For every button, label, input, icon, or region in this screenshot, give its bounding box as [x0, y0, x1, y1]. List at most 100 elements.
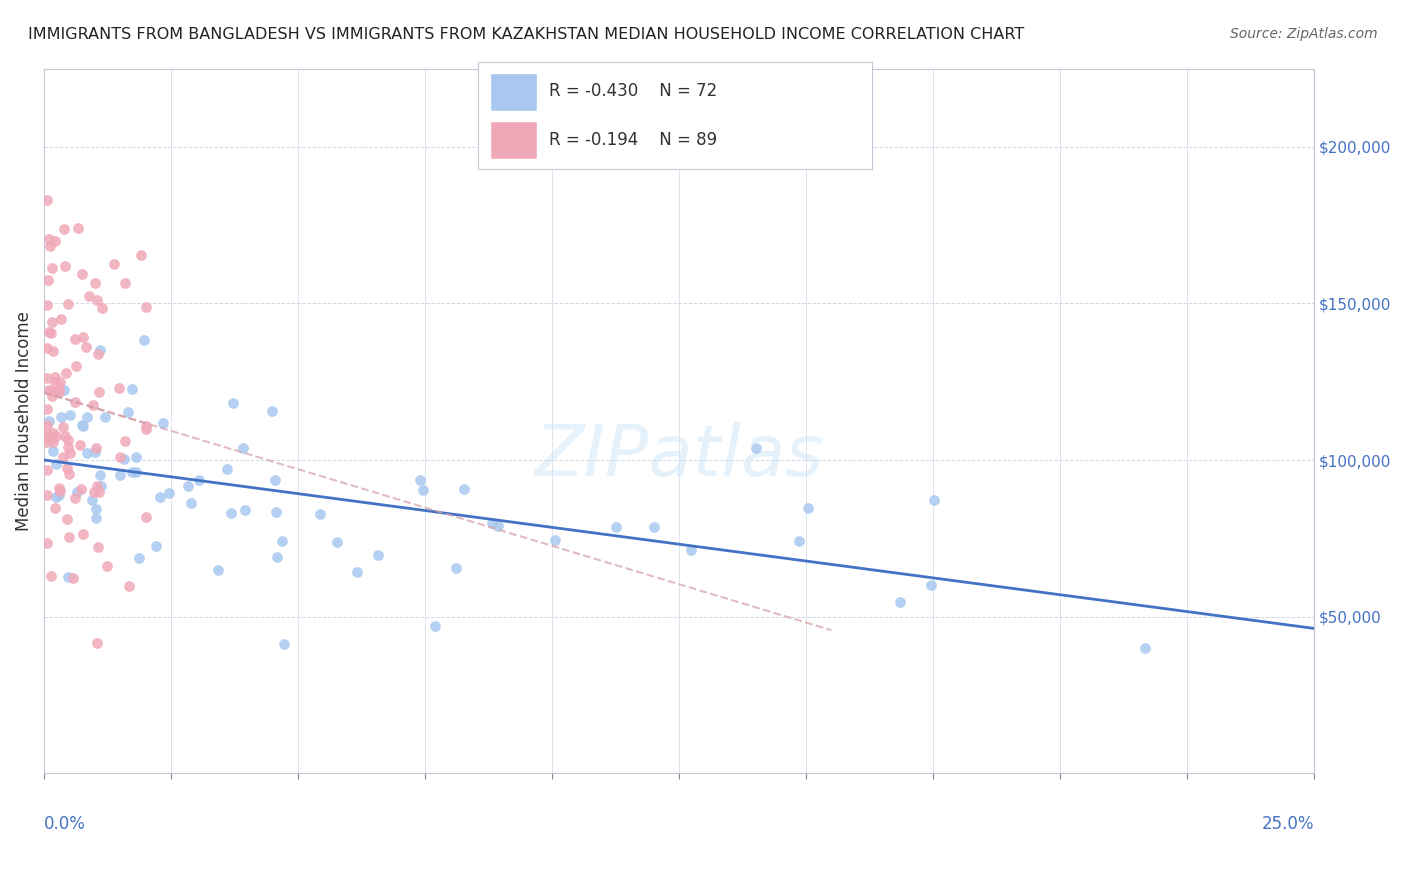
Point — [66, 485, 89, 500]
Point — [605, 520, 627, 534]
Point — [80, 493, 103, 508]
Point — [889, 595, 911, 609]
Point — [86, 540, 108, 554]
Point — [108, 468, 131, 483]
Point — [681, 543, 703, 558]
Point — [222, 396, 245, 410]
Point — [96, 558, 118, 573]
Point — [41, 261, 63, 276]
Point — [41, 425, 63, 440]
Point — [87, 347, 110, 361]
Point — [217, 462, 239, 476]
Point — [44, 234, 66, 248]
Text: R = -0.430    N = 72: R = -0.430 N = 72 — [548, 82, 717, 100]
Point — [52, 450, 75, 465]
Y-axis label: Median Household Income: Median Household Income — [15, 311, 32, 531]
Point — [45, 458, 67, 472]
Point — [84, 276, 107, 290]
Point — [38, 239, 60, 253]
Point — [42, 343, 65, 358]
Point — [44, 500, 66, 515]
Point — [86, 293, 108, 307]
Point — [423, 619, 446, 633]
Point — [346, 566, 368, 580]
Point — [59, 408, 82, 422]
Point — [145, 539, 167, 553]
Point — [797, 501, 820, 516]
Point — [93, 410, 115, 425]
Point — [486, 519, 509, 533]
Point — [83, 485, 105, 500]
Bar — [489, 73, 537, 111]
Point — [90, 478, 112, 492]
Point — [108, 381, 131, 395]
Point — [62, 571, 84, 585]
Point — [53, 429, 76, 443]
Point — [52, 222, 75, 236]
Point — [58, 433, 80, 447]
Point — [48, 481, 70, 495]
Point — [72, 527, 94, 541]
Point — [65, 491, 87, 506]
Point — [264, 473, 287, 487]
Point — [643, 520, 665, 534]
Point — [270, 534, 292, 549]
Point — [41, 390, 63, 404]
Point — [89, 467, 111, 482]
Point — [157, 485, 180, 500]
Point — [44, 369, 66, 384]
Point — [41, 315, 63, 329]
Point — [44, 429, 66, 443]
Point — [35, 298, 58, 312]
Point — [38, 414, 60, 428]
Point — [82, 398, 104, 412]
Point — [72, 267, 94, 281]
Point — [72, 419, 94, 434]
Text: 25.0%: 25.0% — [1261, 815, 1313, 833]
Point — [42, 435, 65, 450]
Point — [38, 325, 60, 339]
Point — [53, 260, 76, 274]
Point — [35, 429, 58, 443]
Point — [76, 446, 98, 460]
Point — [114, 452, 136, 467]
Bar — [489, 121, 537, 159]
Point — [72, 417, 94, 432]
Point — [69, 438, 91, 452]
Point — [44, 376, 66, 390]
Point — [84, 511, 107, 525]
Point — [42, 443, 65, 458]
Point — [41, 569, 63, 583]
Point — [58, 296, 80, 310]
Point — [86, 479, 108, 493]
Point — [37, 402, 59, 417]
Point — [180, 496, 202, 510]
Point — [87, 384, 110, 399]
Point — [37, 193, 59, 207]
Point — [56, 461, 79, 475]
Point — [49, 483, 72, 498]
Text: Source: ZipAtlas.com: Source: ZipAtlas.com — [1230, 27, 1378, 41]
Point — [58, 445, 80, 459]
Point — [745, 441, 768, 455]
Point — [118, 579, 141, 593]
Point — [56, 570, 79, 584]
Point — [453, 482, 475, 496]
Point — [35, 435, 58, 450]
Point — [35, 488, 58, 502]
Point — [84, 445, 107, 459]
Point — [52, 383, 75, 397]
Point — [232, 442, 254, 456]
Point — [152, 416, 174, 430]
Point — [49, 375, 72, 389]
Point — [187, 473, 209, 487]
Text: ZIPatlas: ZIPatlas — [534, 422, 824, 491]
Point — [76, 409, 98, 424]
Point — [51, 312, 73, 326]
Point — [481, 516, 503, 531]
Point — [219, 506, 242, 520]
Point — [39, 384, 62, 398]
Point — [84, 502, 107, 516]
Point — [35, 370, 58, 384]
Point — [412, 483, 434, 498]
